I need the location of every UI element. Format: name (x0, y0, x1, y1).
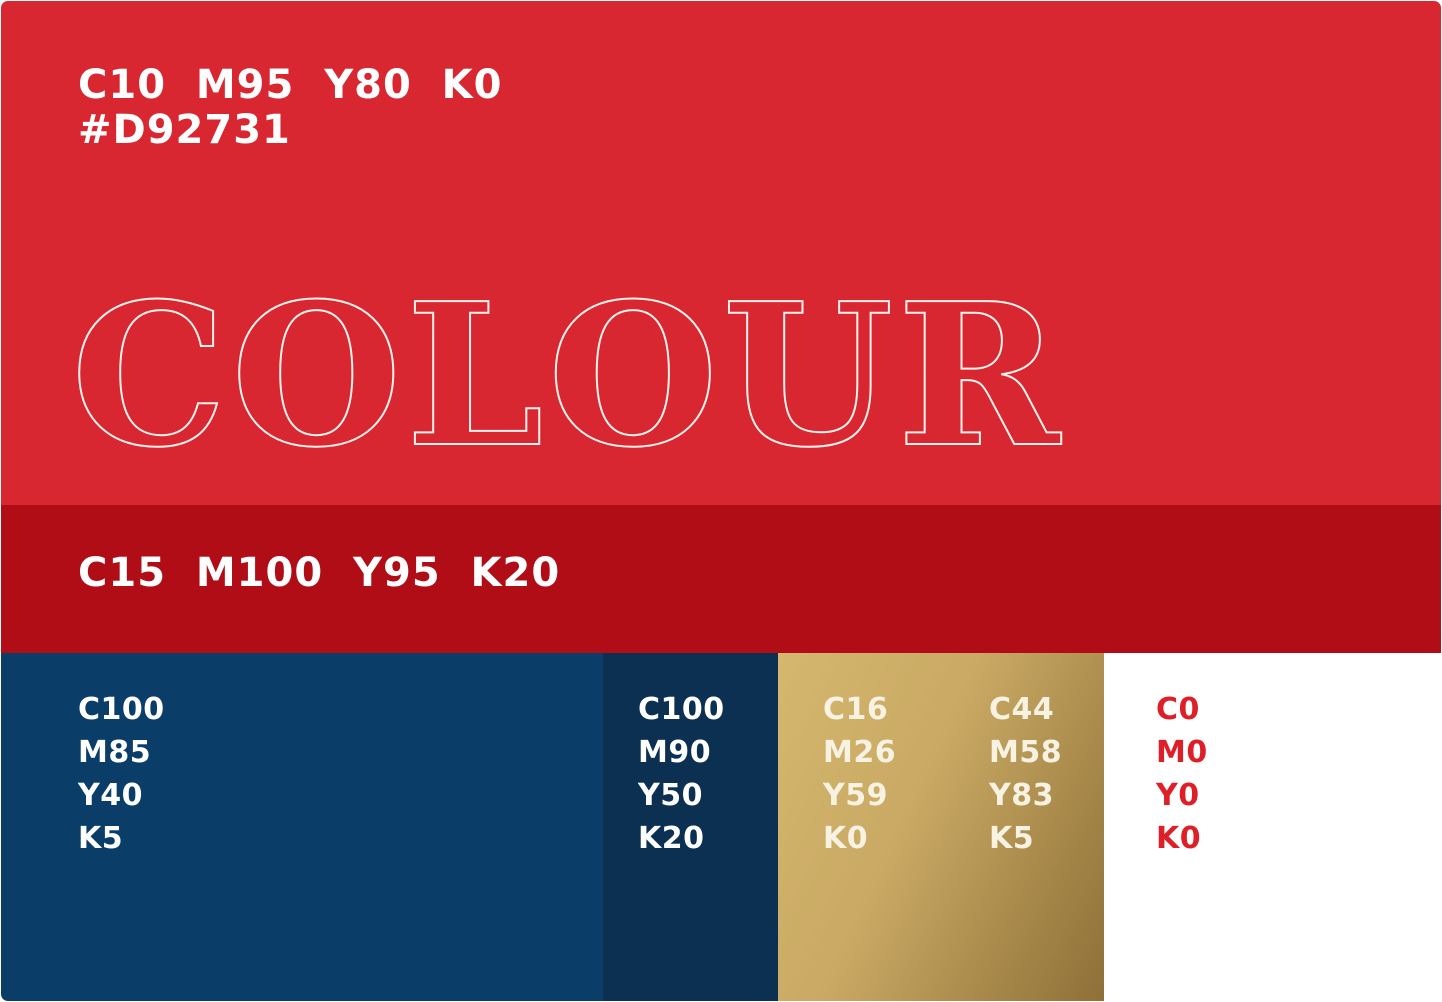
secondary-cmyk-value: C15 M100 Y95 K20 (78, 550, 561, 596)
dark-navy-swatch-values: C100 M90 Y50 K20 (638, 688, 778, 860)
cmyk-m-value: M26 (823, 735, 897, 770)
cmyk-c-value: C100 (78, 692, 165, 727)
primary-red-section: C10 M95 Y80 K0 #D92731 COLOUR (1, 1, 1441, 505)
white-swatch: C0 M0 Y0 K0 (1104, 653, 1441, 1001)
cmyk-k-value: K20 (638, 821, 705, 856)
secondary-dark-red-band: C15 M100 Y95 K20 (1, 505, 1441, 653)
cmyk-k-value: K5 (989, 821, 1035, 856)
dark-navy-swatch: C100 M90 Y50 K20 (603, 653, 778, 1001)
gold-swatch-values-dark: C44 M58 Y83 K5 (989, 688, 1062, 1001)
primary-hex-value: #D92731 (78, 107, 291, 153)
gold-swatch: C16 M26 Y59 K0 C44 M58 Y83 K5 (778, 653, 1104, 1001)
cmyk-k-value: K5 (78, 821, 124, 856)
cmyk-k-value: K0 (1156, 821, 1202, 856)
cmyk-m-value: M85 (78, 735, 152, 770)
cmyk-c-value: C100 (638, 692, 725, 727)
cmyk-m-value: M90 (638, 735, 712, 770)
cmyk-y-value: Y40 (78, 778, 143, 813)
cmyk-c-value: C44 (989, 692, 1055, 727)
cmyk-c-value: C0 (1156, 692, 1200, 727)
cmyk-k-value: K0 (823, 821, 869, 856)
cmyk-m-value: M58 (989, 735, 1063, 770)
cmyk-y-value: Y59 (823, 778, 888, 813)
cmyk-y-value: Y50 (638, 778, 703, 813)
cmyk-m-value: M0 (1156, 735, 1208, 770)
cmyk-y-value: Y0 (1156, 778, 1200, 813)
gold-swatch-values-light: C16 M26 Y59 K0 (823, 688, 949, 1001)
colour-headline: COLOUR (70, 261, 1065, 491)
white-swatch-values: C0 M0 Y0 K0 (1156, 688, 1441, 860)
cmyk-c-value: C16 (823, 692, 889, 727)
cmyk-y-value: Y83 (989, 778, 1054, 813)
navy-swatch: C100 M85 Y40 K5 (1, 653, 603, 1001)
swatch-row: C100 M85 Y40 K5 C100 M90 Y50 K20 C16 M26… (1, 653, 1441, 1001)
primary-cmyk-value: C10 M95 Y80 K0 (78, 62, 503, 108)
navy-swatch-values: C100 M85 Y40 K5 (78, 688, 603, 860)
